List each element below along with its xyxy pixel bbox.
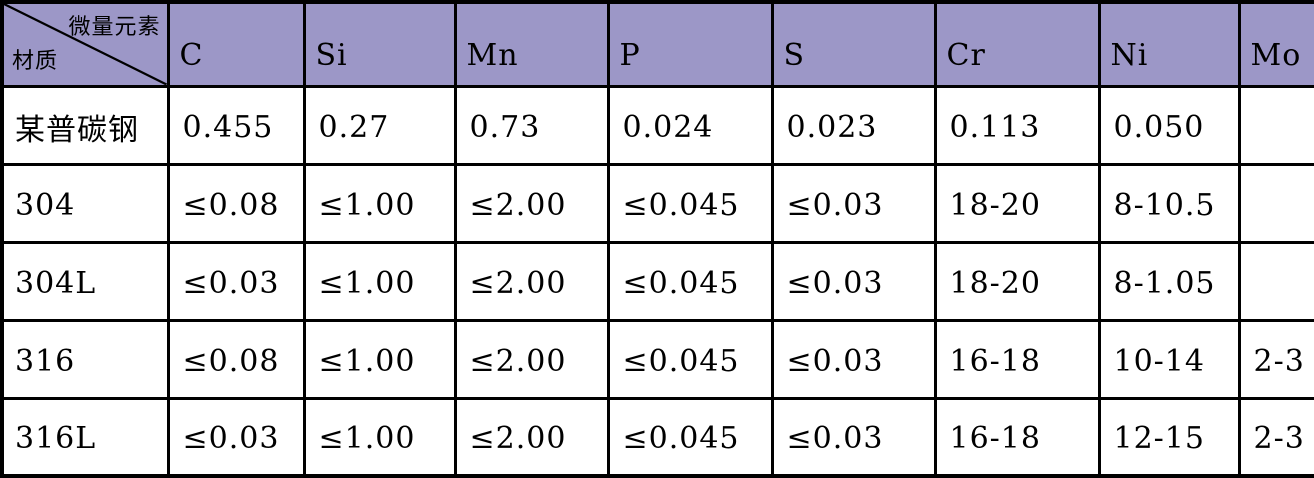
column-header-cr: Cr — [933, 0, 1101, 88]
column-header-ni: Ni — [1097, 0, 1241, 88]
material-cell: 304 — [0, 162, 170, 244]
value-cell — [1237, 162, 1314, 244]
table-row: 某普碳钢 0.455 0.27 0.73 0.024 0.023 0.113 0… — [0, 84, 1314, 166]
value-cell — [1237, 84, 1314, 166]
value-cell: 2-3 — [1237, 318, 1314, 400]
column-header-mo: Mo — [1237, 0, 1314, 88]
value-cell: 18-20 — [933, 162, 1101, 244]
value-cell: ≤0.045 — [606, 240, 774, 322]
value-cell: ≤2.00 — [453, 318, 610, 400]
value-cell: ≤1.00 — [302, 396, 457, 478]
value-cell: 16-18 — [933, 318, 1101, 400]
value-cell: ≤0.03 — [166, 240, 306, 322]
value-cell: ≤0.03 — [770, 240, 937, 322]
table-row: 316L ≤0.03 ≤1.00 ≤2.00 ≤0.045 ≤0.03 16-1… — [0, 396, 1314, 478]
value-cell: 0.050 — [1097, 84, 1241, 166]
diagonal-divider — [5, 5, 165, 83]
value-cell: ≤0.045 — [606, 318, 774, 400]
value-cell: ≤1.00 — [302, 318, 457, 400]
table-row: 304 ≤0.08 ≤1.00 ≤2.00 ≤0.045 ≤0.03 18-20… — [0, 162, 1314, 244]
value-cell: ≤0.03 — [770, 162, 937, 244]
value-cell: 10-14 — [1097, 318, 1241, 400]
value-cell — [1237, 240, 1314, 322]
value-cell: 0.27 — [302, 84, 457, 166]
corner-header-cell: 微量元素 材质 — [0, 0, 170, 88]
table-row: 316 ≤0.08 ≤1.00 ≤2.00 ≤0.045 ≤0.03 16-18… — [0, 318, 1314, 400]
column-header-mn: Mn — [453, 0, 610, 88]
value-cell: ≤0.03 — [770, 396, 937, 478]
value-cell: ≤0.08 — [166, 162, 306, 244]
value-cell: 0.023 — [770, 84, 937, 166]
material-cell: 316 — [0, 318, 170, 400]
value-cell: 0.455 — [166, 84, 306, 166]
value-cell: ≤0.03 — [770, 318, 937, 400]
column-header-si: Si — [302, 0, 457, 88]
value-cell: 0.024 — [606, 84, 774, 166]
value-cell: 0.113 — [933, 84, 1101, 166]
value-cell: ≤1.00 — [302, 240, 457, 322]
material-cell: 304L — [0, 240, 170, 322]
material-cell: 316L — [0, 396, 170, 478]
column-header-p: P — [606, 0, 774, 88]
value-cell: 0.73 — [453, 84, 610, 166]
value-cell: 8-1.05 — [1097, 240, 1241, 322]
value-cell: ≤0.08 — [166, 318, 306, 400]
corner-label-elements: 微量元素 — [68, 15, 161, 40]
value-cell: 12-15 — [1097, 396, 1241, 478]
column-header-s: S — [770, 0, 937, 88]
value-cell: 18-20 — [933, 240, 1101, 322]
corner-label-material: 材质 — [12, 48, 59, 74]
value-cell: ≤2.00 — [453, 162, 610, 244]
table-row: 304L ≤0.03 ≤1.00 ≤2.00 ≤0.045 ≤0.03 18-2… — [0, 240, 1314, 322]
value-cell: ≤2.00 — [453, 396, 610, 478]
column-header-c: C — [166, 0, 306, 88]
value-cell: ≤2.00 — [453, 240, 610, 322]
value-cell: ≤1.00 — [302, 162, 457, 244]
table-header-row: 微量元素 材质 C Si Mn P S Cr Ni Mo — [0, 0, 1314, 88]
value-cell: 8-10.5 — [1097, 162, 1241, 244]
material-cell: 某普碳钢 — [0, 84, 170, 166]
value-cell: ≤0.03 — [166, 396, 306, 478]
value-cell: ≤0.045 — [606, 396, 774, 478]
value-cell: 2-3 — [1237, 396, 1314, 478]
value-cell: 16-18 — [933, 396, 1101, 478]
value-cell: ≤0.045 — [606, 162, 774, 244]
